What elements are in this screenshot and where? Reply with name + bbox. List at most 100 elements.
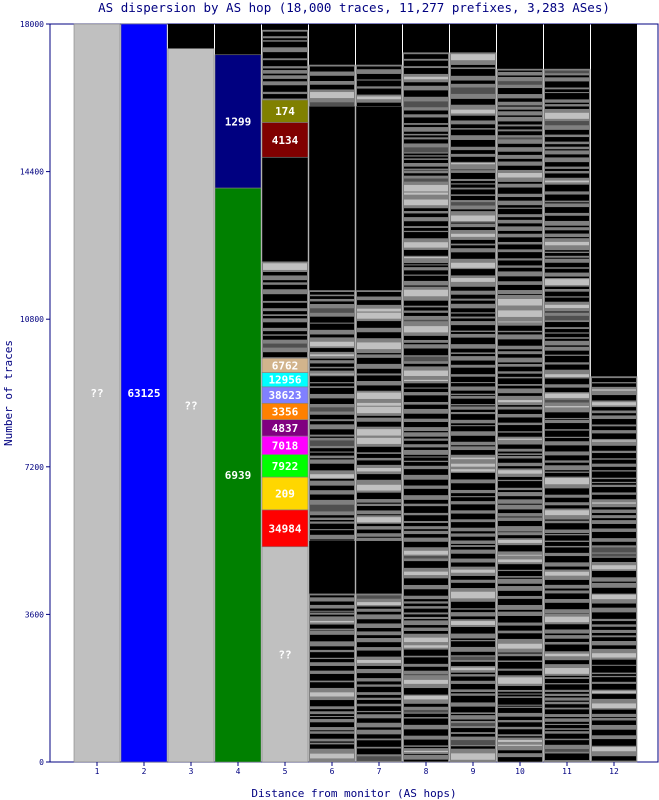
minor-as-stripe <box>498 223 542 227</box>
minor-as-stripe <box>498 294 542 295</box>
x-tick-label: 1 <box>95 767 100 776</box>
minor-as-stripe <box>451 353 495 357</box>
minor-as-stripe <box>263 73 307 76</box>
minor-as-stripe <box>404 208 448 212</box>
minor-as-stripe <box>404 515 448 521</box>
minor-as-stripe <box>545 660 589 665</box>
minor-as-stripe <box>545 684 589 690</box>
minor-as-stripe <box>451 546 495 550</box>
minor-as-stripe <box>498 109 542 112</box>
minor-as-stripe <box>404 348 448 356</box>
minor-as-stripe <box>545 418 589 420</box>
minor-as-stripe <box>498 677 542 684</box>
minor-as-stripe <box>451 692 495 694</box>
minor-as-stripe <box>451 706 495 713</box>
minor-as-stripe <box>310 421 354 425</box>
minor-as-stripe <box>545 144 589 147</box>
minor-as-stripe <box>545 333 589 338</box>
minor-as-stripe <box>404 166 448 169</box>
segment-label-hop-5-as-38623: 38623 <box>268 389 301 402</box>
minor-as-stripe <box>404 674 448 676</box>
minor-as-stripe <box>545 668 589 674</box>
x-axis-label: Distance from monitor (AS hops) <box>251 787 456 800</box>
minor-as-stripe <box>451 435 495 442</box>
minor-as-stripe <box>263 352 307 358</box>
minor-as-stripe <box>404 522 448 527</box>
minor-as-stripe <box>357 514 401 516</box>
minor-as-stripe <box>545 510 589 516</box>
minor-as-stripe <box>310 354 354 357</box>
minor-as-stripe <box>498 545 542 552</box>
minor-as-stripe <box>310 407 354 412</box>
minor-as-stripe <box>451 262 495 268</box>
minor-as-stripe <box>498 366 542 372</box>
minor-as-stripe <box>451 472 495 480</box>
minor-as-stripe <box>592 703 636 709</box>
y-tick-label: 14400 <box>20 168 44 177</box>
minor-as-stripe <box>404 534 448 538</box>
minor-as-stripe <box>592 453 636 459</box>
minor-as-stripe <box>310 744 354 749</box>
minor-as-stripe <box>451 286 495 291</box>
minor-as-stripe <box>357 415 401 418</box>
minor-as-stripe <box>310 692 354 697</box>
minor-as-stripe <box>310 601 354 605</box>
minor-as-stripe <box>451 239 495 244</box>
minor-as-stripe <box>545 225 589 228</box>
minor-as-stripe <box>357 502 401 504</box>
minor-as-stripe <box>357 368 401 374</box>
minor-as-stripe <box>404 739 448 746</box>
minor-as-stripe <box>404 221 448 227</box>
minor-as-stripe <box>263 331 307 335</box>
minor-as-stripe <box>404 469 448 475</box>
minor-as-stripe <box>545 93 589 100</box>
minor-as-stripe <box>451 300 495 304</box>
minor-as-stripe <box>592 581 636 583</box>
minor-as-stripe <box>545 387 589 393</box>
minor-as-stripe <box>310 539 354 541</box>
minor-as-stripe <box>451 318 495 322</box>
minor-as-stripe <box>263 31 307 37</box>
minor-as-stripe <box>498 451 542 454</box>
minor-as-stripe <box>498 187 542 194</box>
minor-as-stripe <box>592 547 636 553</box>
minor-as-stripe <box>357 446 401 453</box>
minor-as-stripe <box>263 94 307 99</box>
minor-as-stripe <box>451 672 495 675</box>
minor-as-stripe <box>404 608 448 613</box>
minor-as-stripe <box>404 275 448 281</box>
minor-as-stripe <box>451 740 495 745</box>
minor-as-stripe <box>357 740 401 747</box>
minor-as-stripe <box>592 565 636 570</box>
minor-as-stripe <box>545 412 589 418</box>
minor-as-stripe <box>592 729 636 736</box>
minor-as-stripe <box>545 297 589 302</box>
minor-as-stripe <box>310 429 354 435</box>
bar-empty-top-hop-12 <box>591 24 637 377</box>
minor-as-stripe <box>498 694 542 697</box>
minor-as-stripe <box>545 345 589 347</box>
bar-empty-top-hop-5 <box>262 24 308 31</box>
minor-as-stripe <box>263 322 307 328</box>
minor-as-stripe <box>263 280 307 283</box>
minor-as-stripe <box>545 257 589 259</box>
minor-as-stripe <box>404 169 448 171</box>
minor-as-stripe <box>451 180 495 184</box>
minor-as-stripe <box>498 481 542 488</box>
minor-as-stripe <box>357 474 401 480</box>
minor-as-stripe <box>592 466 636 471</box>
y-axis-label: Number of traces <box>2 340 15 446</box>
minor-as-stripe <box>404 614 448 617</box>
minor-as-stripe <box>451 746 495 749</box>
minor-as-stripe <box>310 75 354 81</box>
minor-as-stripe <box>310 665 354 671</box>
minor-as-stripe <box>404 289 448 297</box>
minor-as-stripe <box>451 733 495 737</box>
minor-as-stripe <box>545 70 589 74</box>
bar-segment-hop-7-as-none <box>355 540 403 595</box>
minor-as-stripe <box>310 646 354 650</box>
segment-label-hop-4-as-6939: 6939 <box>225 469 252 482</box>
minor-as-stripe <box>404 101 448 108</box>
minor-as-stripe <box>357 506 401 511</box>
minor-as-stripe <box>498 260 542 266</box>
